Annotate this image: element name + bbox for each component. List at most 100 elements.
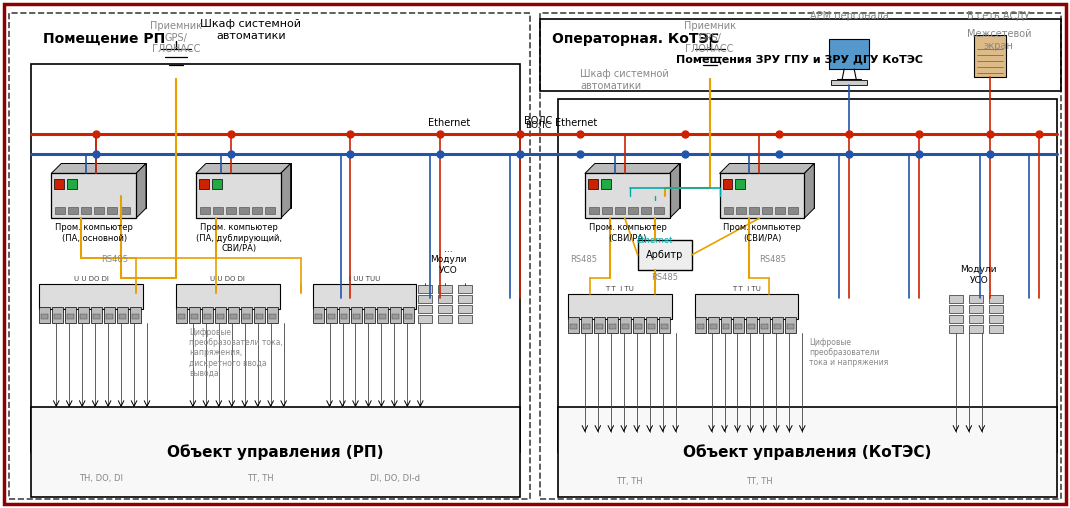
Bar bbox=[968, 314, 983, 323]
Bar bbox=[788, 324, 794, 329]
Bar bbox=[654, 207, 663, 214]
Text: Пром. компьютер
(ПА, основной): Пром. компьютер (ПА, основной) bbox=[56, 223, 133, 242]
Bar bbox=[949, 325, 963, 333]
Bar bbox=[458, 295, 472, 303]
Bar bbox=[117, 307, 128, 323]
Bar bbox=[200, 207, 210, 214]
Bar bbox=[719, 173, 805, 218]
Bar bbox=[312, 284, 416, 309]
Bar bbox=[403, 307, 414, 323]
Text: Модули
УСО: Модули УСО bbox=[961, 266, 997, 285]
Text: ВОЛС: ВОЛС bbox=[525, 121, 551, 130]
Bar bbox=[974, 35, 1006, 77]
Bar bbox=[831, 80, 867, 85]
Text: В сеть АСДУ: В сеть АСДУ bbox=[967, 11, 1030, 21]
Text: Помещения ЗРУ ГПУ и ЗРУ ДГУ КоТЭС: Помещения ЗРУ ГПУ и ЗРУ ДГУ КоТЭС bbox=[676, 54, 922, 64]
Bar bbox=[762, 324, 768, 329]
Bar bbox=[557, 99, 1057, 452]
Bar bbox=[106, 313, 113, 319]
Bar bbox=[241, 307, 251, 323]
Polygon shape bbox=[51, 164, 146, 173]
Bar bbox=[55, 179, 64, 189]
Bar bbox=[78, 307, 89, 323]
Text: Пром. компьютер
(СВИ/РА): Пром. компьютер (СВИ/РА) bbox=[723, 223, 801, 242]
Bar bbox=[42, 313, 48, 319]
Bar bbox=[212, 179, 221, 189]
Bar bbox=[393, 313, 399, 319]
Bar bbox=[570, 324, 577, 329]
Bar bbox=[254, 307, 264, 323]
Bar bbox=[418, 314, 432, 323]
Bar bbox=[829, 39, 869, 69]
Bar bbox=[67, 179, 77, 189]
Bar bbox=[736, 207, 747, 214]
Text: Пром. компьютер
(СВИ/РА): Пром. компьютер (СВИ/РА) bbox=[588, 223, 667, 242]
Text: Цифровые
преобразователи
тока и напряжения: Цифровые преобразователи тока и напряжен… bbox=[809, 337, 888, 367]
Bar bbox=[327, 313, 335, 319]
Bar bbox=[264, 207, 275, 214]
Text: ТТ, ТН: ТТ, ТН bbox=[616, 477, 643, 486]
Text: Операторная. КоТЭС: Операторная. КоТЭС bbox=[552, 32, 719, 46]
Polygon shape bbox=[719, 164, 814, 173]
Bar bbox=[202, 307, 213, 323]
Bar bbox=[68, 207, 78, 214]
Bar bbox=[568, 316, 579, 333]
Polygon shape bbox=[196, 164, 291, 173]
Bar bbox=[722, 179, 733, 189]
Bar bbox=[91, 307, 102, 323]
Bar bbox=[131, 307, 141, 323]
Bar bbox=[458, 285, 472, 293]
Text: RS485: RS485 bbox=[102, 256, 128, 265]
Text: Приемник
GPS/
ГЛОНАСС: Приемник GPS/ ГЛОНАСС bbox=[684, 21, 735, 54]
Bar bbox=[175, 284, 279, 309]
Bar bbox=[439, 285, 453, 293]
Text: Ethernet: Ethernet bbox=[555, 118, 597, 128]
Bar bbox=[338, 307, 350, 323]
Text: Объект управления (КоТЭС): Объект управления (КоТЭС) bbox=[683, 444, 932, 460]
Bar bbox=[175, 307, 187, 323]
Polygon shape bbox=[595, 164, 679, 208]
Text: T T  I TU: T T I TU bbox=[732, 286, 761, 292]
Text: U U DO DI: U U DO DI bbox=[74, 276, 108, 282]
Bar bbox=[694, 316, 705, 333]
Bar bbox=[380, 313, 386, 319]
Bar bbox=[256, 313, 263, 319]
Text: ТН, DO, DI: ТН, DO, DI bbox=[79, 474, 123, 483]
Bar bbox=[659, 316, 670, 333]
Text: RS485: RS485 bbox=[760, 256, 786, 265]
Bar bbox=[540, 19, 1060, 91]
Bar bbox=[989, 295, 1003, 303]
Bar bbox=[406, 313, 412, 319]
Bar bbox=[733, 316, 745, 333]
Bar bbox=[968, 295, 983, 303]
Bar bbox=[989, 325, 1003, 333]
Text: ТТ, ТН: ТТ, ТН bbox=[247, 474, 274, 483]
Text: U U DO DI: U U DO DI bbox=[211, 276, 245, 282]
Text: ВОЛС: ВОЛС bbox=[524, 116, 552, 125]
Bar bbox=[228, 307, 239, 323]
Bar bbox=[418, 285, 432, 293]
Bar bbox=[968, 325, 983, 333]
Bar bbox=[217, 313, 224, 319]
Text: Пром. компьютер
(ПА, дублирующий,
СВИ/РА): Пром. компьютер (ПА, дублирующий, СВИ/РА… bbox=[196, 223, 281, 253]
Bar bbox=[763, 207, 773, 214]
Bar bbox=[949, 305, 963, 313]
Bar bbox=[52, 307, 63, 323]
Bar bbox=[601, 179, 611, 189]
Bar bbox=[622, 324, 629, 329]
Bar bbox=[226, 207, 235, 214]
Bar bbox=[391, 307, 401, 323]
Bar bbox=[722, 324, 730, 329]
Text: Шкаф системной
автоматики: Шкаф системной автоматики bbox=[580, 69, 669, 90]
Bar bbox=[251, 207, 262, 214]
Text: ТТ, ТН: ТТ, ТН bbox=[746, 477, 773, 486]
Bar bbox=[583, 324, 590, 329]
Bar bbox=[31, 407, 520, 497]
Text: Ethernet: Ethernet bbox=[637, 236, 673, 244]
Polygon shape bbox=[280, 164, 291, 218]
Text: RS485: RS485 bbox=[652, 273, 678, 282]
Text: RS485: RS485 bbox=[570, 256, 597, 265]
Bar bbox=[55, 313, 61, 319]
Bar bbox=[439, 314, 453, 323]
Bar bbox=[647, 324, 655, 329]
